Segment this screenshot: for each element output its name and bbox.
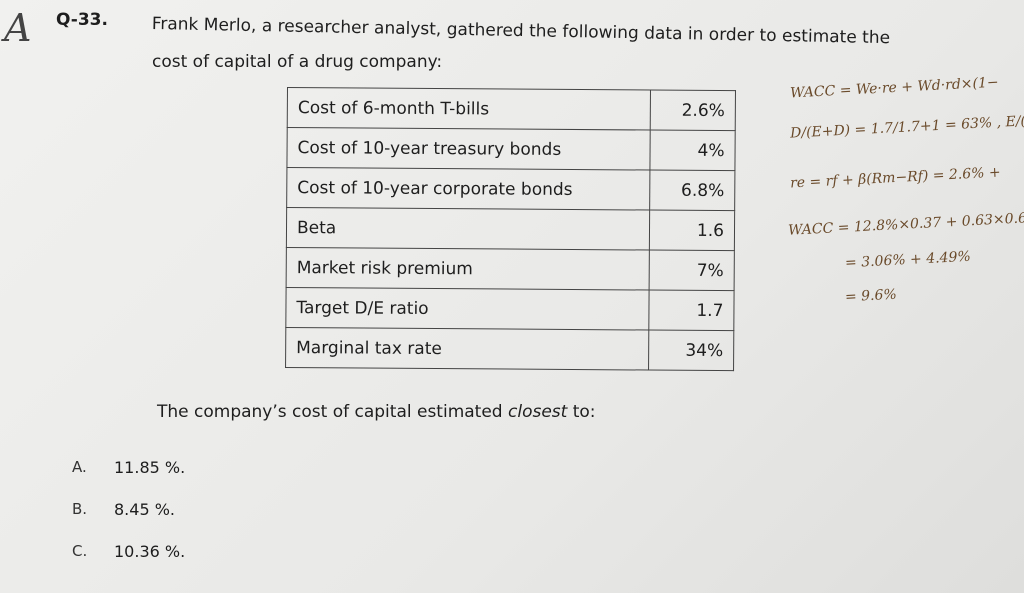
question-prompt: The company’s cost of capital estimated … bbox=[157, 402, 596, 422]
option-letter: A. bbox=[72, 458, 87, 476]
row-value: 2.6% bbox=[650, 90, 736, 131]
table-row: Cost of 6-month T-bills 2.6% bbox=[287, 87, 736, 131]
handwritten-note: D/(E+D) = 1.7/1.7+1 = 63% , E/(E+D) = bbox=[789, 110, 1024, 142]
question-text: cost of capital of a drug company: bbox=[152, 52, 443, 72]
row-value: 6.8% bbox=[649, 170, 735, 211]
table-row: Beta 1.6 bbox=[286, 207, 735, 251]
prompt-text: The company’s cost of capital estimated bbox=[157, 402, 508, 422]
question-text: Frank Merlo, a researcher analyst, gathe… bbox=[151, 14, 891, 49]
row-label: Target D/E ratio bbox=[285, 287, 650, 331]
table-row: Cost of 10-year corporate bonds 6.8% bbox=[286, 167, 735, 211]
handwritten-note: WACC = We·re + Wd·rd×(1− bbox=[789, 74, 1000, 102]
table-row: Market risk premium 7% bbox=[286, 247, 735, 291]
table-row: Cost of 10-year treasury bonds 4% bbox=[286, 127, 736, 171]
row-value: 4% bbox=[649, 130, 736, 171]
data-table: Cost of 6-month T-bills 2.6% Cost of 10-ye… bbox=[285, 87, 736, 371]
row-label: Market risk premium bbox=[286, 247, 650, 291]
table-row: Marginal tax rate 34% bbox=[285, 327, 734, 371]
option-letter: B. bbox=[72, 500, 88, 518]
row-label: Cost of 10-year treasury bonds bbox=[286, 127, 651, 171]
option-letter: C. bbox=[72, 542, 88, 560]
row-label: Cost of 10-year corporate bonds bbox=[286, 167, 650, 211]
row-label: Cost of 6-month T-bills bbox=[287, 87, 651, 131]
row-value: 34% bbox=[648, 330, 734, 371]
handwritten-note: = 9.6% bbox=[844, 286, 898, 306]
handwritten-note: = 3.06% + 4.49% bbox=[844, 248, 972, 272]
question-number: Q-33. bbox=[56, 10, 108, 30]
option-text: 11.85 %. bbox=[114, 458, 186, 477]
prompt-emphasis: closest bbox=[508, 402, 568, 422]
row-value: 1.6 bbox=[649, 210, 735, 251]
row-label: Beta bbox=[286, 207, 650, 251]
row-value: 7% bbox=[649, 250, 735, 291]
option-text: 8.45 %. bbox=[114, 500, 175, 519]
table-row: Target D/E ratio 1.7 bbox=[285, 287, 735, 331]
row-label: Marginal tax rate bbox=[285, 327, 649, 371]
option-text: 10.36 %. bbox=[114, 542, 186, 561]
handwritten-note: re = rf + β(Rm−Rf) = 2.6% + bbox=[789, 164, 1002, 192]
handwritten-note: WACC = 12.8%×0.37 + 0.63×0.66× bbox=[787, 209, 1024, 239]
row-value: 1.7 bbox=[648, 290, 735, 331]
prompt-text: to: bbox=[567, 402, 596, 422]
handwritten-mark: A bbox=[4, 6, 32, 50]
